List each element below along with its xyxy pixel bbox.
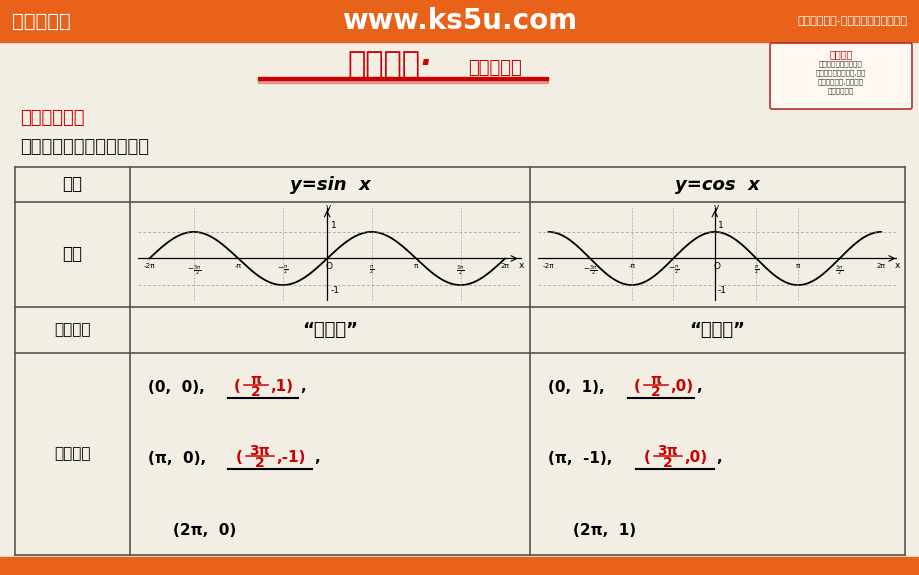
Text: 闭所有的打开,重新打开: 闭所有的打开,重新打开 — [817, 79, 863, 85]
Text: $-\frac{3\pi}{2}$: $-\frac{3\pi}{2}$ — [583, 263, 596, 278]
Text: y: y — [713, 203, 718, 212]
Text: (: ( — [233, 379, 241, 394]
Text: 温馨提示: 温馨提示 — [828, 49, 852, 59]
Text: -π: -π — [628, 263, 634, 269]
Text: (: ( — [633, 379, 641, 394]
Text: (: ( — [643, 450, 651, 465]
Text: 可正常观看。: 可正常观看。 — [827, 88, 853, 94]
FancyBboxPatch shape — [769, 43, 911, 109]
Text: 函数: 函数 — [62, 175, 83, 194]
Text: ,: , — [715, 450, 720, 465]
Text: π: π — [650, 373, 661, 388]
Text: 《知识提炼》: 《知识提炼》 — [20, 109, 85, 127]
Text: π: π — [795, 263, 800, 269]
Text: x: x — [518, 261, 524, 270]
Text: $\frac{\pi}{2}$: $\frac{\pi}{2}$ — [753, 263, 758, 276]
Text: π: π — [250, 373, 261, 388]
Bar — [257, 80, 548, 83]
Text: -1: -1 — [717, 286, 726, 296]
Text: $\frac{3\pi}{2}$: $\frac{3\pi}{2}$ — [456, 263, 464, 278]
Text: 2: 2 — [255, 456, 265, 470]
Text: π: π — [414, 263, 418, 269]
Text: 图象: 图象 — [62, 246, 83, 263]
Text: 目主学习区: 目主学习区 — [468, 59, 521, 77]
Text: 2: 2 — [251, 385, 261, 400]
Text: (2π,  0): (2π, 0) — [173, 523, 236, 538]
Text: ,-1): ,-1) — [276, 450, 305, 465]
Text: $-\frac{\pi}{2}$: $-\frac{\pi}{2}$ — [277, 263, 288, 276]
Text: 1: 1 — [717, 221, 723, 230]
Text: (π,  -1),: (π, -1), — [548, 451, 612, 466]
Text: “五点法”: “五点法” — [301, 321, 357, 339]
Text: $\frac{3\pi}{2}$: $\frac{3\pi}{2}$ — [834, 263, 843, 278]
Text: 2π: 2π — [500, 263, 509, 269]
Text: (2π,  1): (2π, 1) — [573, 523, 635, 538]
Text: 正弦函数、余弦函数的图象: 正弦函数、余弦函数的图象 — [20, 138, 149, 156]
Text: ,1): ,1) — [269, 379, 292, 394]
Text: -2π: -2π — [143, 263, 155, 269]
Text: (0,  1),: (0, 1), — [548, 380, 604, 395]
Text: ,0): ,0) — [669, 379, 692, 394]
Text: (: ( — [236, 450, 243, 465]
Text: 1: 1 — [330, 221, 336, 230]
Text: x: x — [893, 261, 899, 270]
Text: O: O — [713, 262, 720, 271]
Text: 2: 2 — [663, 456, 672, 470]
Text: www.ks5u.com: www.ks5u.com — [342, 7, 577, 35]
Text: y: y — [325, 203, 331, 212]
Text: y=cos  x: y=cos x — [675, 175, 759, 194]
Text: (π,  0),: (π, 0), — [148, 451, 206, 466]
Text: 关键五点: 关键五点 — [54, 447, 91, 462]
Text: 3π: 3π — [249, 444, 270, 458]
Text: $\frac{\pi}{2}$: $\frac{\pi}{2}$ — [369, 263, 374, 276]
Text: O: O — [325, 262, 333, 271]
Text: -1: -1 — [330, 286, 339, 296]
Text: -π: -π — [234, 263, 242, 269]
Text: 新知探求·: 新知探求· — [347, 51, 432, 79]
Text: 高考资源网: 高考资源网 — [12, 12, 71, 30]
Text: ,: , — [696, 379, 701, 394]
Text: y=sin  x: y=sin x — [289, 175, 370, 194]
Text: ,0): ,0) — [683, 450, 707, 465]
Text: ,: , — [313, 450, 319, 465]
Text: ,: , — [300, 379, 305, 394]
Text: 如果您希望本课件的过: 如果您希望本课件的过 — [818, 61, 862, 67]
Text: 图象画法: 图象画法 — [54, 323, 91, 338]
Text: 《高考资源网-你身边的高考专家！》: 《高考资源网-你身边的高考专家！》 — [797, 16, 907, 26]
Text: $-\frac{3\pi}{2}$: $-\frac{3\pi}{2}$ — [187, 263, 200, 278]
Text: “五点法”: “五点法” — [688, 321, 744, 339]
Text: 2π: 2π — [876, 263, 885, 269]
Bar — [0, 0, 919, 42]
Text: 3π: 3π — [657, 444, 677, 458]
Bar — [257, 77, 548, 80]
Text: $-\frac{\pi}{2}$: $-\frac{\pi}{2}$ — [667, 263, 678, 276]
Bar — [0, 557, 919, 575]
Text: 程中出现这学习提示,请关: 程中出现这学习提示,请关 — [815, 70, 866, 76]
Text: 2: 2 — [651, 385, 660, 400]
Text: (0,  0),: (0, 0), — [148, 380, 205, 395]
Text: -2π: -2π — [542, 263, 554, 269]
